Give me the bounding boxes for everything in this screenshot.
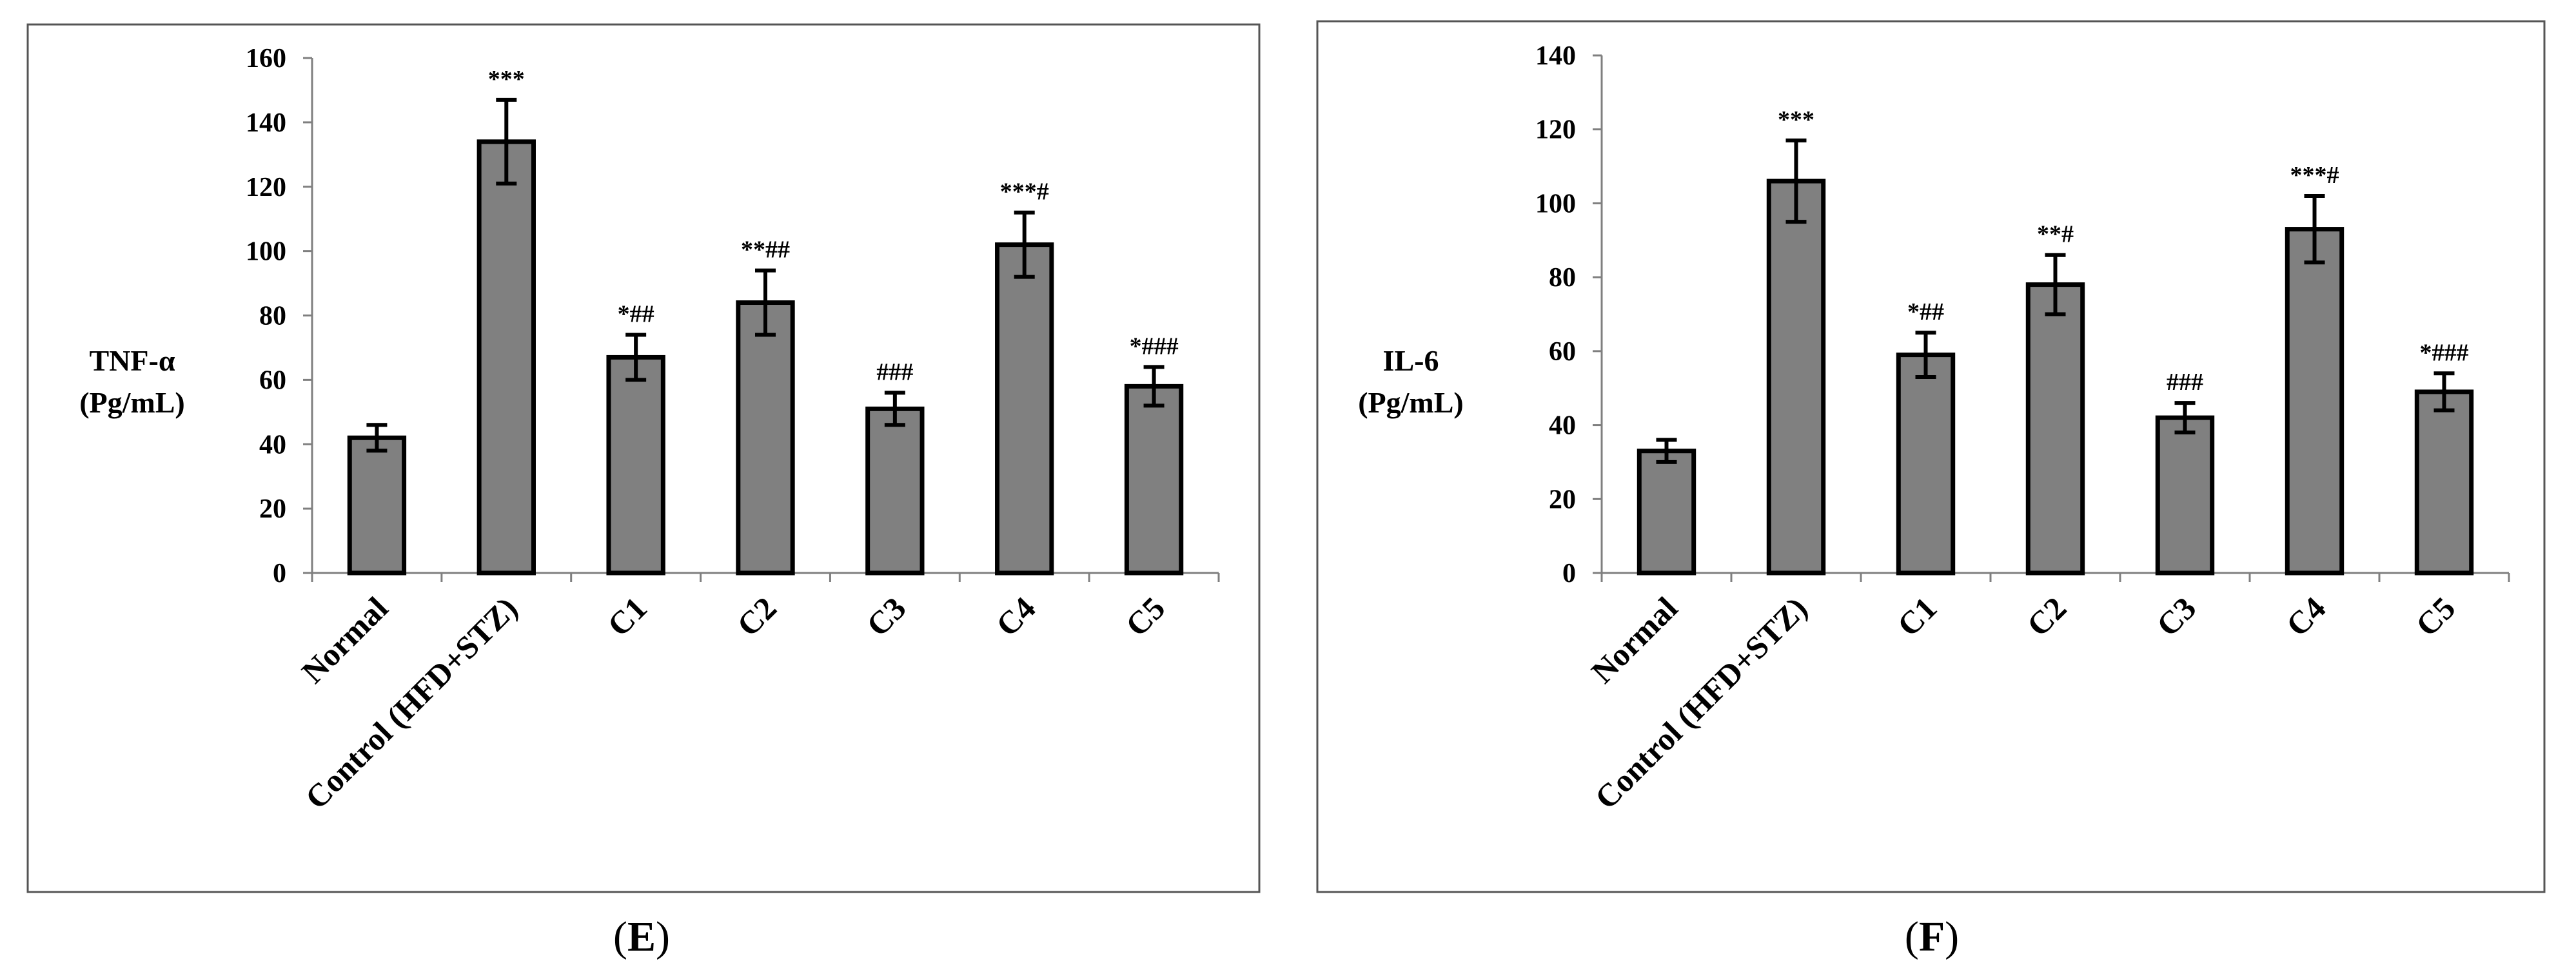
bar-c3 [2155,415,2215,576]
y-tick-label: 60 [259,365,286,395]
y-tick-label: 20 [259,494,286,524]
bar-c2 [736,300,795,576]
bar-c5 [2414,389,2474,576]
significance-label: *** [1778,106,1814,133]
bar-c1 [1896,353,1956,576]
y-tick-label: 100 [246,237,286,267]
chart-panel-e: 020406080100120140160TNF-α(Pg/mL)Normal*… [26,23,1261,893]
y-axis-label: (Pg/mL) [1358,386,1464,419]
y-axis-label: TNF-α [90,344,175,377]
significance-label: ### [876,358,913,385]
significance-label: *## [618,300,654,327]
y-axis-label: (Pg/mL) [79,386,185,419]
panel-label: (F) [1905,913,1959,960]
chart-panel-f: 020406080100120140IL-6(Pg/mL)Normal***Co… [1316,20,2546,893]
y-tick-label: 0 [273,559,286,588]
significance-label: *### [2420,339,2469,366]
bar-c1 [606,354,665,576]
bar-normal [1637,449,1696,576]
y-tick-label: 100 [1535,189,1576,218]
significance-label: ### [2167,369,2203,396]
panel-label: (E) [613,913,670,960]
y-tick-label: 40 [259,430,286,460]
significance-label: *## [1907,298,1944,325]
significance-label: *** [488,66,525,93]
bar-c5 [1124,383,1184,576]
y-tick-label: 80 [1549,263,1576,293]
significance-label: ***# [1000,179,1049,206]
y-tick-label: 140 [1535,41,1576,71]
bar-c3 [865,406,925,576]
y-tick-label: 40 [1549,411,1576,441]
y-tick-label: 80 [259,302,286,331]
y-tick-label: 20 [1549,485,1576,514]
significance-label: *### [1130,333,1179,360]
y-axis-label: IL-6 [1383,344,1439,377]
y-tick-label: 120 [246,173,286,202]
bar-c4 [2285,227,2345,576]
y-tick-label: 0 [1562,559,1576,588]
y-tick-label: 120 [1535,115,1576,145]
significance-label: **## [741,237,790,264]
y-tick-label: 60 [1549,337,1576,367]
bar-c2 [2025,282,2085,576]
significance-label: ***# [2290,162,2339,189]
y-tick-label: 140 [246,108,286,138]
bar-control-hfd-stz- [477,139,536,576]
bar-control-hfd-stz- [1766,179,1826,576]
bar-c4 [995,242,1054,576]
y-tick-label: 160 [246,44,286,73]
bar-normal [347,435,407,576]
significance-label: **# [2037,221,2074,248]
